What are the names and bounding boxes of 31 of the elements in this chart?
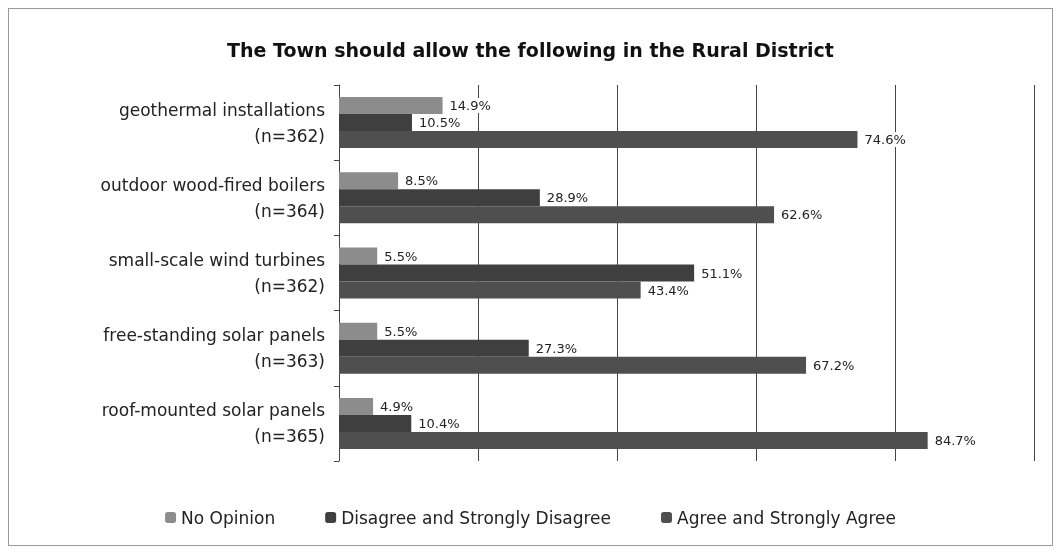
data-label: 51.1% — [701, 265, 743, 281]
bar — [339, 414, 412, 432]
data-label: 8.5% — [405, 173, 439, 189]
bar — [339, 247, 378, 265]
bar — [339, 97, 443, 115]
data-label: 67.2% — [813, 357, 855, 373]
y-tick-label: small-scale wind turbines (n=362) — [108, 250, 326, 296]
data-label: 10.5% — [418, 115, 461, 131]
y-tick-label: geothermal installations (n=362) — [118, 99, 326, 146]
data-label: 43.4% — [647, 282, 689, 298]
data-label: 10.4% — [418, 415, 460, 431]
data-label: 62.6% — [781, 207, 823, 223]
bar — [339, 114, 412, 132]
y-tick-label: outdoor wood-fired boilers (n=364) — [100, 174, 326, 221]
data-label: 5.5% — [384, 323, 418, 339]
y-tick-label: free-standing solar panels (n=363) — [103, 325, 326, 372]
legend-label: Agree and Strongly Agree — [677, 507, 896, 528]
data-label: 27.3% — [535, 340, 578, 356]
chart-title: The Town should allow the following in the Rural District — [227, 38, 834, 61]
bar — [339, 172, 399, 190]
data-label: 74.6% — [864, 132, 906, 148]
bar — [339, 322, 378, 340]
legend-label: Disagree and Strongly Disagree — [341, 507, 612, 528]
data-label: 84.7% — [934, 432, 976, 448]
y-tick-label: roof-mounted solar panels (n=365) — [101, 400, 326, 447]
data-label: 5.5% — [384, 248, 418, 264]
legend-label: No Opinion — [181, 507, 276, 528]
data-label: 14.9% — [449, 98, 491, 114]
data-label: 4.9% — [380, 398, 414, 414]
bar — [339, 397, 374, 415]
data-label: 28.9% — [546, 190, 589, 206]
